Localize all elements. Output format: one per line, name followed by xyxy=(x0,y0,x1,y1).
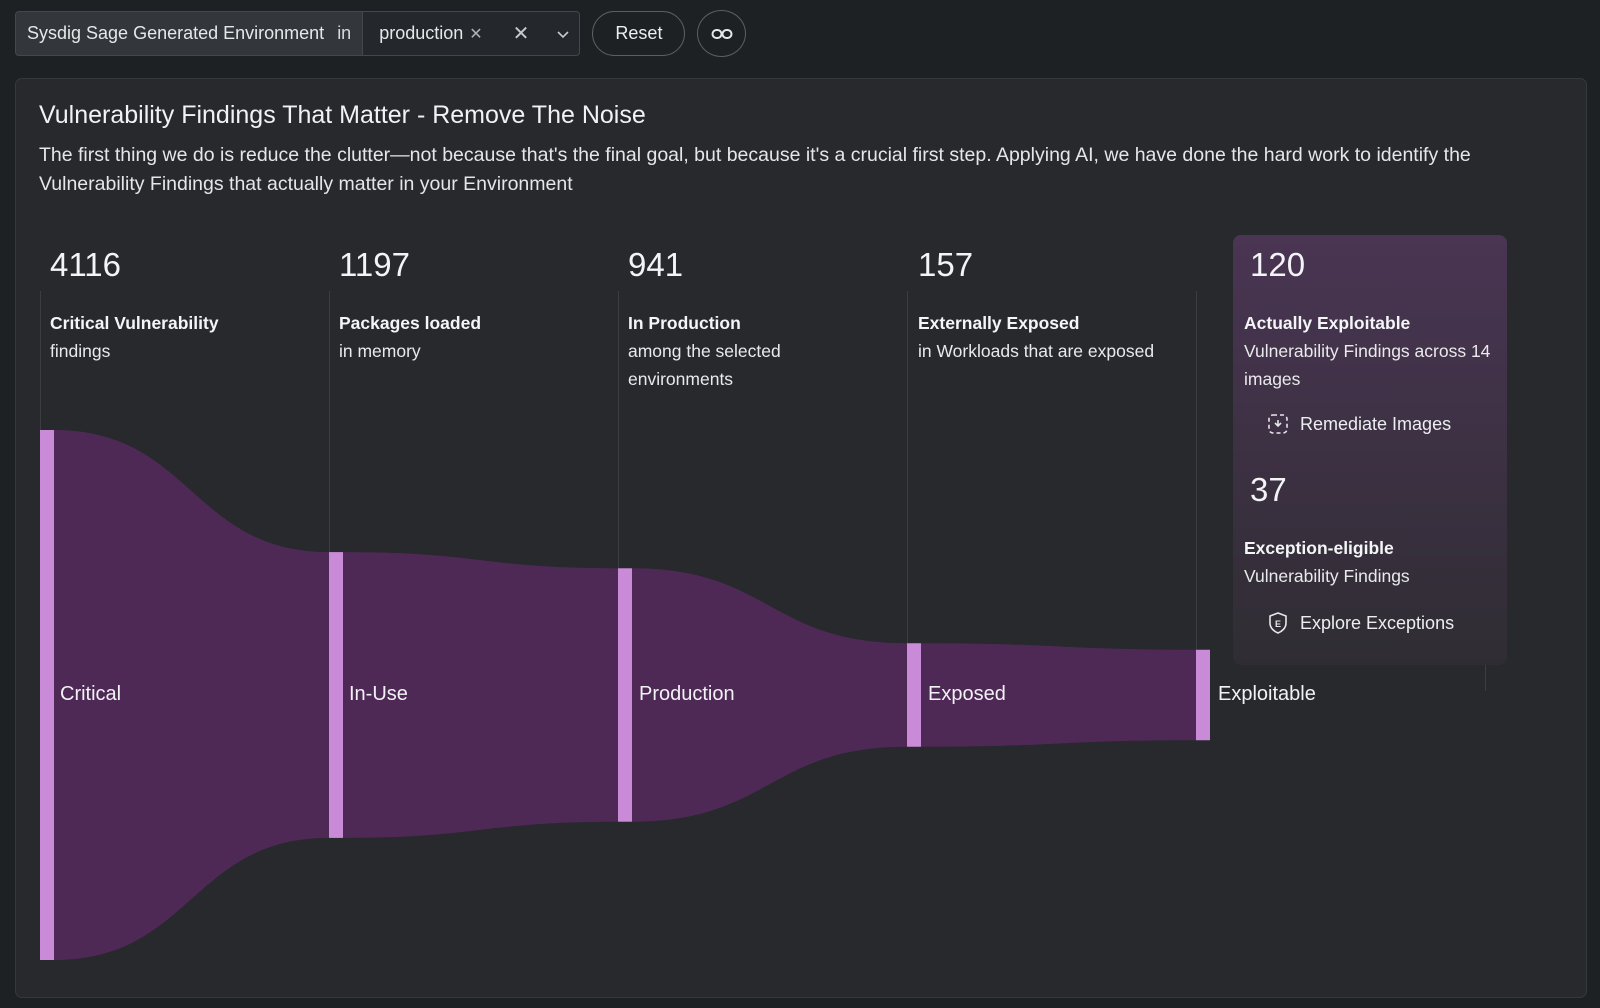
in-use-subtitle: in memory xyxy=(339,341,421,361)
environment-filter[interactable]: Sysdig Sage Generated Environment in pro… xyxy=(15,11,581,56)
filter-values[interactable]: production ✕ ✕ xyxy=(362,12,580,55)
funnel-column-production: 941 In Production among the selected env… xyxy=(628,245,828,393)
stage-label-exposed: Exposed xyxy=(928,683,1006,705)
sankey-node-critical[interactable] xyxy=(40,430,54,960)
remediate-images-label: Remediate Images xyxy=(1300,413,1452,434)
exception-shield-icon: E xyxy=(1269,612,1287,634)
panel-title: Vulnerability Findings That Matter - Rem… xyxy=(39,101,646,129)
critical-count: 4116 xyxy=(50,246,121,283)
sankey-node-in-use[interactable] xyxy=(329,552,343,838)
filter-operator: in xyxy=(337,23,352,43)
production-count: 941 xyxy=(628,246,684,283)
exceptions-count: 37 xyxy=(1250,471,1287,508)
critical-subtitle: findings xyxy=(50,341,111,361)
production-label: In Production among the selected environ… xyxy=(628,309,828,393)
exposed-title: Externally Exposed xyxy=(918,313,1080,333)
exceptions-label: Exception-eligible Vulnerability Finding… xyxy=(1244,534,1499,590)
exploitable-title: Actually Exploitable xyxy=(1244,313,1411,333)
sankey-chart xyxy=(40,430,1210,960)
exposed-count: 157 xyxy=(918,246,974,283)
link-button[interactable] xyxy=(697,10,747,57)
svg-text:E: E xyxy=(1275,619,1281,629)
explore-exceptions-button[interactable]: E Explore Exceptions xyxy=(1267,611,1454,635)
critical-title: Critical Vulnerability xyxy=(50,313,219,333)
clear-filter-icon[interactable]: ✕ xyxy=(512,23,530,45)
in-use-label: Packages loaded in memory xyxy=(339,309,599,365)
sankey-flow-exposed-to-exploitable xyxy=(921,643,1196,747)
funnel-column-critical: 4116 Critical Vulnerability findings xyxy=(50,245,310,365)
chevron-down-icon[interactable] xyxy=(557,28,570,40)
critical-label: Critical Vulnerability findings xyxy=(50,309,310,365)
sankey-node-exploitable[interactable] xyxy=(1196,649,1210,741)
exceptions-subtitle: Vulnerability Findings xyxy=(1244,566,1410,586)
exploitable-card: 120 Actually Exploitable Vulnerability F… xyxy=(1233,235,1507,665)
panel-description: The first thing we do is reduce the clut… xyxy=(39,144,1471,195)
remediate-images-button[interactable]: Remediate Images xyxy=(1267,413,1451,435)
column-divider xyxy=(907,291,908,691)
column-divider xyxy=(329,291,330,691)
remediate-images-icon xyxy=(1268,414,1288,434)
filter-value: production xyxy=(379,23,464,43)
in-use-count: 1197 xyxy=(339,246,410,283)
sankey-node-exposed[interactable] xyxy=(907,643,921,747)
sankey-flow-critical-to-in-use xyxy=(54,430,329,960)
stage-label-in-use: In-Use xyxy=(349,683,408,705)
exploitable-count: 120 xyxy=(1250,246,1306,283)
sankey-flow-production-to-exposed xyxy=(632,568,907,822)
sankey-flow-in-use-to-production xyxy=(343,552,618,838)
stage-label-exploitable: Exploitable xyxy=(1218,683,1316,705)
link-icon xyxy=(711,28,733,39)
exceptions-title: Exception-eligible xyxy=(1244,538,1394,558)
column-divider xyxy=(1196,291,1197,691)
in-use-title: Packages loaded xyxy=(339,313,482,333)
funnel-column-exposed: 157 Externally Exposed in Workloads that… xyxy=(918,245,1188,365)
filter-bar: Sysdig Sage Generated Environment in pro… xyxy=(15,10,747,57)
funnel-column-in-use: 1197 Packages loaded in memory xyxy=(339,245,599,365)
production-subtitle: among the selected environments xyxy=(628,341,781,389)
reset-button[interactable]: Reset xyxy=(592,11,686,56)
column-divider xyxy=(618,291,619,691)
production-title: In Production xyxy=(628,313,741,333)
vulnerability-funnel-panel: Vulnerability Findings That Matter - Rem… xyxy=(15,78,1587,998)
close-icon[interactable]: ✕ xyxy=(469,25,483,43)
filter-field-name: Sysdig Sage Generated Environment xyxy=(27,23,325,43)
exposed-label: Externally Exposed in Workloads that are… xyxy=(918,309,1188,365)
stage-label-critical: Critical xyxy=(60,683,122,705)
exploitable-subtitle: Vulnerability Findings across 14 images xyxy=(1244,341,1491,389)
sankey-node-production[interactable] xyxy=(618,568,632,822)
exposed-subtitle: in Workloads that are exposed xyxy=(918,341,1155,361)
funnel-stage: 120 Actually Exploitable Vulnerability F… xyxy=(16,79,1586,997)
explore-exceptions-label: Explore Exceptions xyxy=(1300,612,1455,633)
exploitable-label: Actually Exploitable Vulnerability Findi… xyxy=(1244,309,1499,393)
stage-label-production: Production xyxy=(639,683,735,705)
